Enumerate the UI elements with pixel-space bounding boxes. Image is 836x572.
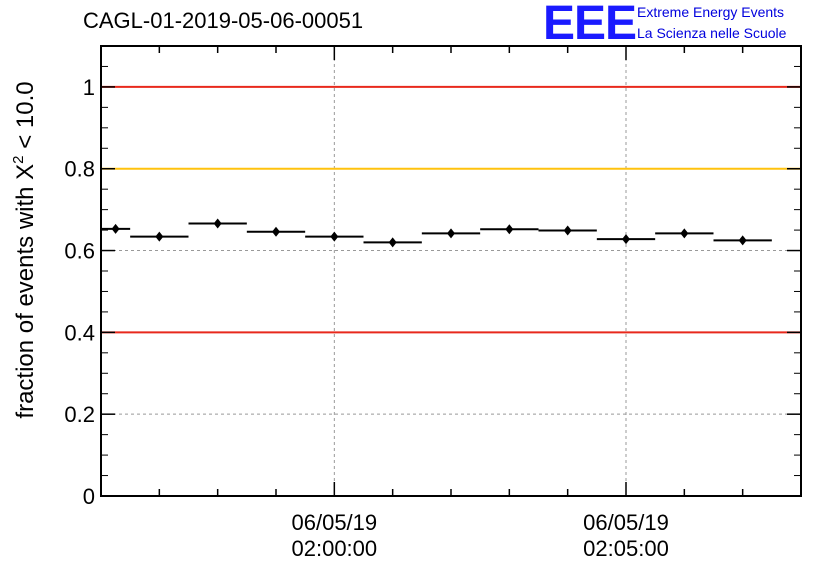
y-axis-label-symbol: X <box>12 164 39 180</box>
y-axis-label-exponent: 2 <box>10 155 27 163</box>
y-axis: 0 0.2 0.4 0.6 0.8 1 <box>64 65 801 509</box>
y-tick-label: 0 <box>83 484 95 509</box>
plot-border <box>100 45 802 497</box>
plot-frame <box>100 45 802 497</box>
x-tick-label-date: 06/05/19 <box>292 510 378 535</box>
y-tick-label: 0.8 <box>64 157 95 182</box>
x-tick-label-time: 02:05:00 <box>583 536 669 561</box>
data-point-marker <box>505 224 514 235</box>
reference-lines <box>101 85 801 334</box>
y-axis-label: fraction of events with X2 < 10.0 <box>10 81 39 418</box>
x-tick-label-date: 06/05/19 <box>583 510 669 535</box>
data-series <box>101 218 772 248</box>
y-tick-label: 0.4 <box>64 320 95 345</box>
logo-subtitle-line1: Extreme Energy Events <box>637 4 785 20</box>
data-point-marker <box>213 218 222 229</box>
y-tick-label: 1 <box>83 75 95 100</box>
grid <box>101 46 801 496</box>
data-point-marker <box>111 223 120 234</box>
y-axis-label-suffix: < 10.0 <box>12 81 39 155</box>
data-point-marker <box>622 234 630 245</box>
data-point-marker <box>563 225 572 236</box>
y-axis-label-prefix: fraction of events with <box>12 180 39 419</box>
data-point-marker <box>330 231 339 242</box>
logo-subtitle-line2: La Scienza nelle Scuole <box>637 25 787 41</box>
run-title: CAGL-01-2019-05-06-00051 <box>83 8 364 33</box>
data-point-marker <box>388 237 397 248</box>
data-point-marker <box>680 228 689 239</box>
data-point-marker <box>272 226 280 237</box>
y-tick-label: 0.6 <box>64 239 95 264</box>
x-tick-label-time: 02:00:00 <box>292 536 378 561</box>
data-point-marker <box>738 235 747 246</box>
data-point-marker <box>155 231 164 242</box>
y-tick-label: 0.2 <box>64 402 95 427</box>
eee-logo: EEE <box>543 0 637 50</box>
data-point-marker <box>447 228 455 239</box>
